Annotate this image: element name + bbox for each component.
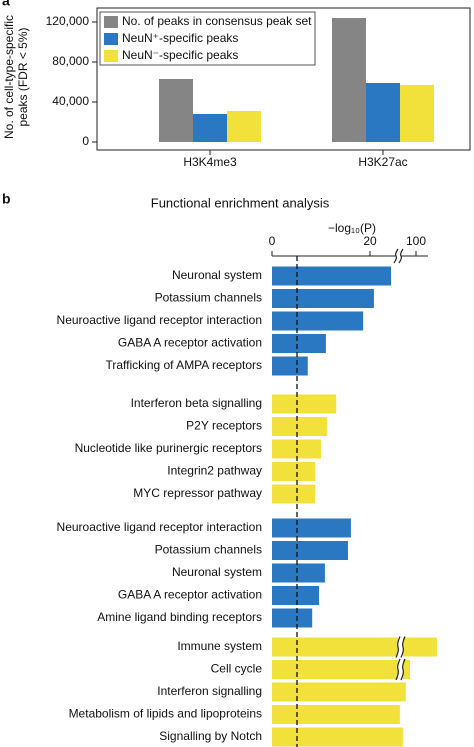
- row-label: MYC repressor pathway: [133, 486, 262, 500]
- x-tick-label: H3K4me3: [183, 155, 237, 169]
- legend-swatch: [104, 33, 118, 45]
- bar: [272, 334, 326, 353]
- bar: [272, 637, 437, 657]
- bar-break: [395, 636, 401, 658]
- bar: [366, 83, 400, 142]
- panel-label: a: [2, 0, 10, 9]
- legend-label: No. of peaks in consensus peak set: [122, 14, 312, 28]
- bar-break-gap: [398, 659, 403, 680]
- row-label: Cell cycle: [211, 662, 263, 676]
- bar: [272, 462, 316, 481]
- row-label: GABA A receptor activation: [118, 336, 262, 350]
- y-axis-label: peaks (FDR < 5%): [16, 27, 30, 126]
- row-label: Potassium channels: [155, 543, 262, 557]
- row-label: Trafficking of AMPA receptors: [105, 358, 262, 372]
- row-label: Metabolism of lipids and lipoproteins: [69, 707, 262, 721]
- row-label: Interferon beta signalling: [131, 396, 262, 410]
- legend-swatch: [104, 50, 118, 62]
- axis-break: [393, 248, 399, 264]
- bar: [272, 266, 392, 286]
- bar: [272, 682, 406, 702]
- axis-break-gap: [396, 249, 401, 263]
- legend-box: [99, 11, 316, 66]
- row-label: Integrin2 pathway: [167, 464, 262, 478]
- y-tick-label: 80,000: [52, 54, 89, 68]
- axis-break: [398, 248, 404, 264]
- bar: [272, 484, 316, 504]
- y-tick-label: 0: [82, 134, 89, 148]
- legend-label: NeuN⁻-specific peaks: [122, 48, 238, 62]
- row-label: Immune system: [177, 639, 262, 653]
- panel-label: b: [2, 191, 11, 207]
- row-label: Potassium channels: [155, 291, 262, 305]
- x-tick-label: H3K27ac: [358, 155, 407, 169]
- bar: [272, 608, 313, 628]
- bar: [272, 289, 374, 308]
- bar: [272, 311, 364, 331]
- legend-swatch: [104, 16, 118, 28]
- bar: [272, 356, 308, 376]
- y-axis-label: No. of cell-type-specific: [2, 15, 16, 139]
- legend-label: NeuN⁺-specific peaks: [122, 31, 238, 45]
- bar: [272, 660, 410, 679]
- bar-break: [400, 636, 406, 658]
- row-label: Neuroactive ligand receptor interaction: [57, 313, 262, 327]
- bar: [193, 114, 227, 142]
- bar-break-gap: [398, 636, 403, 658]
- row-label: GABA A receptor activation: [118, 588, 262, 602]
- bar: [272, 394, 337, 414]
- row-label: Neuroactive ligand receptor interaction: [57, 520, 262, 534]
- bar: [272, 563, 325, 583]
- y-tick-label: 120,000: [46, 14, 90, 28]
- row-label: Neuronal system: [172, 565, 262, 579]
- y-tick-label: 40,000: [52, 94, 89, 108]
- row-label: Interferon signalling: [157, 684, 262, 698]
- bar: [332, 18, 366, 142]
- chart-title: Functional enrichment analysis: [151, 195, 330, 210]
- bar-break: [395, 658, 401, 681]
- bar: [272, 518, 351, 538]
- row-label: P2Y receptors: [186, 419, 262, 433]
- bar: [159, 79, 193, 142]
- x-tick-label: 20: [363, 234, 377, 248]
- bar: [272, 417, 327, 436]
- bar: [227, 111, 261, 142]
- bar: [272, 705, 400, 724]
- x-tick-label: 100: [406, 234, 426, 248]
- bar-break: [400, 658, 406, 681]
- plot-frame: [96, 7, 471, 151]
- x-axis-label: −log₁₀(P): [328, 221, 376, 235]
- row-label: Neuronal system: [172, 268, 262, 282]
- bar: [272, 727, 403, 747]
- x-tick-label: 0: [269, 234, 276, 248]
- row-label: Signalling by Notch: [159, 729, 262, 743]
- row-label: Nucleotide like purinergic receptors: [75, 441, 262, 455]
- bar: [400, 85, 434, 142]
- bar: [272, 586, 320, 605]
- bar: [272, 541, 348, 560]
- row-label: Amine ligand binding receptors: [97, 610, 262, 624]
